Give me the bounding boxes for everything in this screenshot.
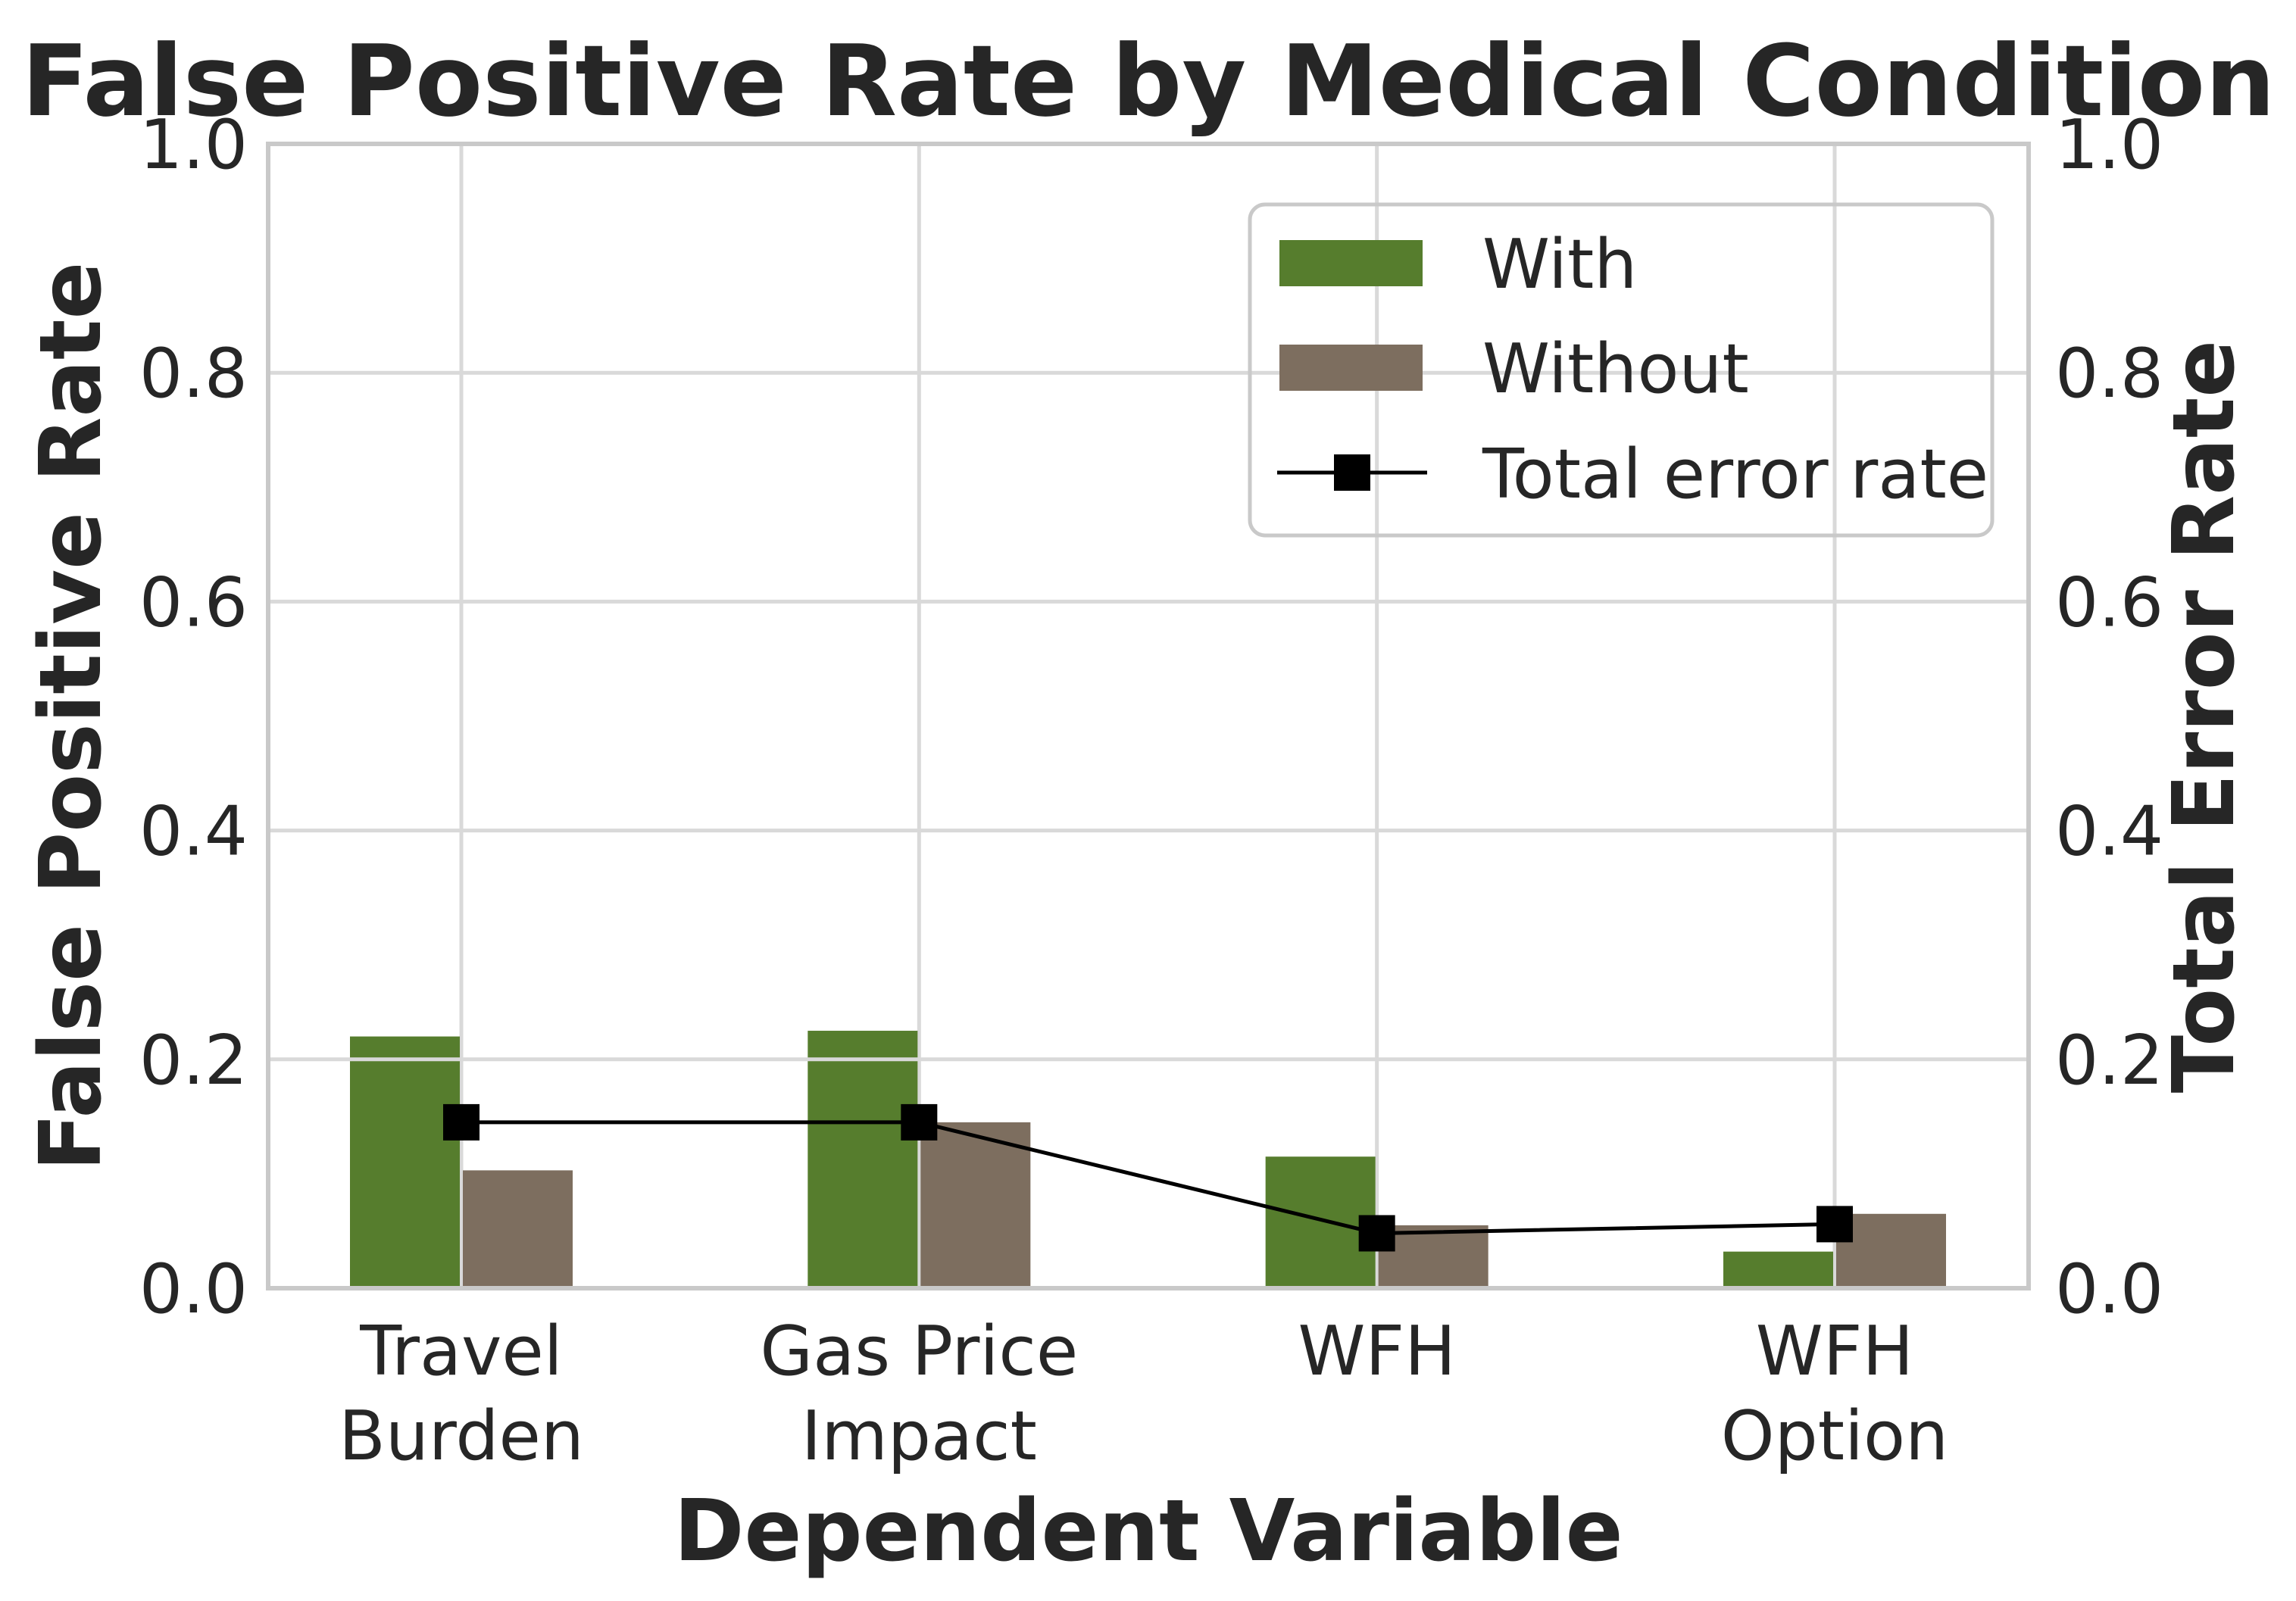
y-axis-label-right: Total Error Rate: [2155, 340, 2254, 1093]
legend-swatch-with: [1279, 240, 1423, 286]
total-error-line: [461, 1120, 1835, 1235]
chart-title: False Positive Rate by Medical Condition: [21, 23, 2275, 139]
x-tick-label: Burden: [339, 1397, 584, 1476]
y-tick-label-right: 0.0: [2055, 1250, 2163, 1329]
total-error-marker: [443, 1103, 480, 1141]
y-tick-label-left: 0.2: [139, 1021, 248, 1100]
y-axis-label-left: False Positive Rate: [22, 262, 120, 1172]
x-tick-label: Impact: [801, 1397, 1037, 1476]
total-error-marker: [1816, 1206, 1853, 1243]
x-tick-label: Travel: [359, 1312, 563, 1391]
x-tick-label: WFH: [1298, 1312, 1455, 1391]
y-tick-label-left: 0.4: [139, 792, 248, 872]
total-error-marker: [1358, 1215, 1395, 1252]
x-tick-label: Gas Price: [760, 1312, 1078, 1391]
bar-without: [463, 1170, 573, 1288]
bar-with: [1723, 1251, 1833, 1288]
bar-with: [1265, 1156, 1376, 1288]
bar-without: [1378, 1225, 1488, 1288]
y-tick-label-left: 0.0: [139, 1250, 248, 1329]
x-tick-label: Option: [1721, 1397, 1948, 1476]
y-tick-label-right: 0.2: [2055, 1021, 2163, 1100]
y-tick-label-left: 0.8: [139, 334, 248, 414]
x-tick-label: WFH: [1756, 1312, 1913, 1391]
legend-label: Without: [1482, 329, 1749, 409]
legend-swatch-without: [1279, 345, 1423, 391]
x-axis-label: Dependent Variable: [673, 1482, 1623, 1581]
bar-without: [920, 1122, 1031, 1288]
legend-label: Total error rate: [1482, 435, 1988, 514]
y-tick-label-right: 0.4: [2055, 792, 2163, 872]
bar-with: [350, 1036, 460, 1288]
bar-without: [1835, 1213, 1946, 1288]
y-tick-label-right: 0.8: [2055, 334, 2163, 414]
bar-with: [808, 1031, 918, 1288]
y-tick-label-left: 0.6: [139, 563, 248, 642]
total-error-marker: [901, 1103, 938, 1141]
legend-marker-sample: [1334, 454, 1370, 491]
y-tick-label-right: 0.6: [2055, 563, 2163, 642]
y-tick-label-left: 1.0: [139, 105, 248, 185]
y-tick-label-right: 1.0: [2055, 105, 2163, 185]
plot-border: [266, 142, 2031, 1290]
legend-box: [1248, 202, 1995, 538]
legend-label: With: [1482, 225, 1637, 304]
